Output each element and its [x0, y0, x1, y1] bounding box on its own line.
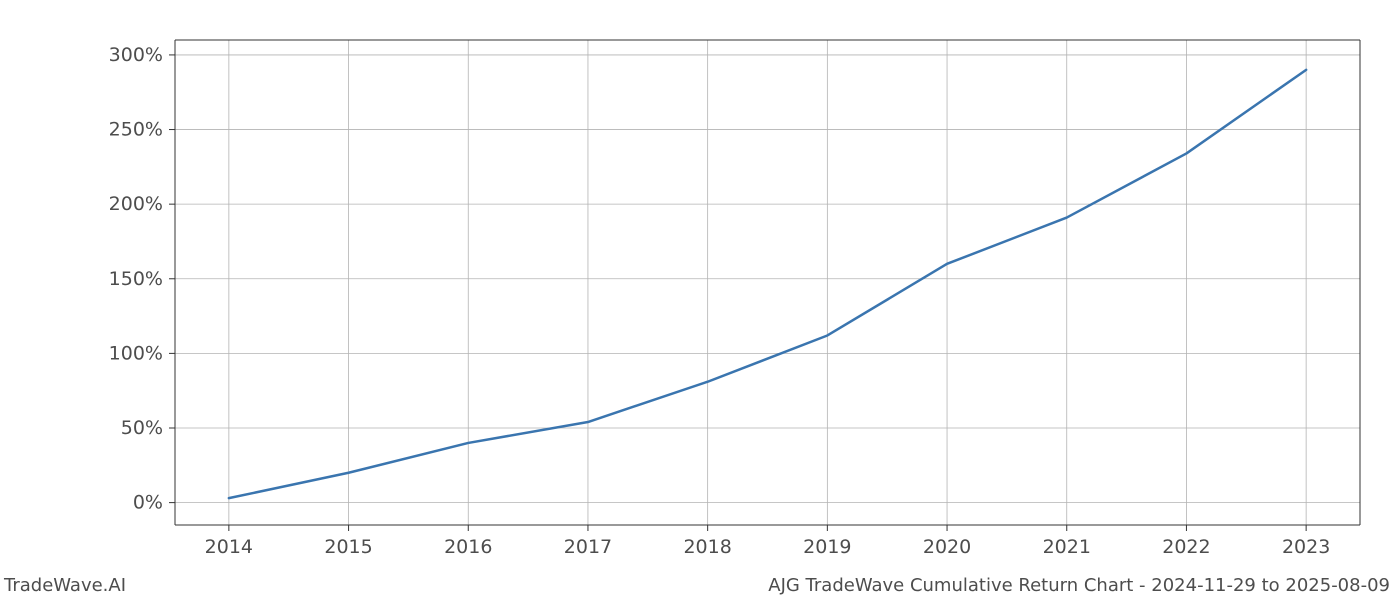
x-tick-label: 2016 [444, 536, 492, 558]
y-tick-label: 200% [109, 193, 163, 215]
x-tick-label: 2017 [564, 536, 612, 558]
x-tick-label: 2023 [1282, 536, 1330, 558]
x-tick-label: 2019 [803, 536, 851, 558]
x-tick-label: 2020 [923, 536, 971, 558]
y-tick-label: 300% [109, 44, 163, 66]
x-tick-label: 2018 [683, 536, 731, 558]
line-chart: 2014 2015 2016 2017 2018 2019 2020 2021 2022 2023… [0, 0, 1400, 600]
y-tick-label: 150% [109, 268, 163, 290]
y-tick-label: 0% [133, 492, 163, 514]
x-tick-label: 2022 [1162, 536, 1210, 558]
chart-bg [0, 0, 1400, 600]
y-tick-label: 50% [121, 417, 163, 439]
x-tick-label: 2021 [1043, 536, 1091, 558]
x-tick-label: 2015 [324, 536, 372, 558]
footer-brand: TradeWave.AI [4, 575, 126, 596]
y-tick-label: 100% [109, 342, 163, 364]
x-tick-label: 2014 [205, 536, 253, 558]
y-tick-label: 250% [109, 119, 163, 141]
chart-container: 2014 2015 2016 2017 2018 2019 2020 2021 2022 2023… [0, 0, 1400, 600]
footer-caption: AJG TradeWave Cumulative Return Chart - … [768, 575, 1390, 596]
